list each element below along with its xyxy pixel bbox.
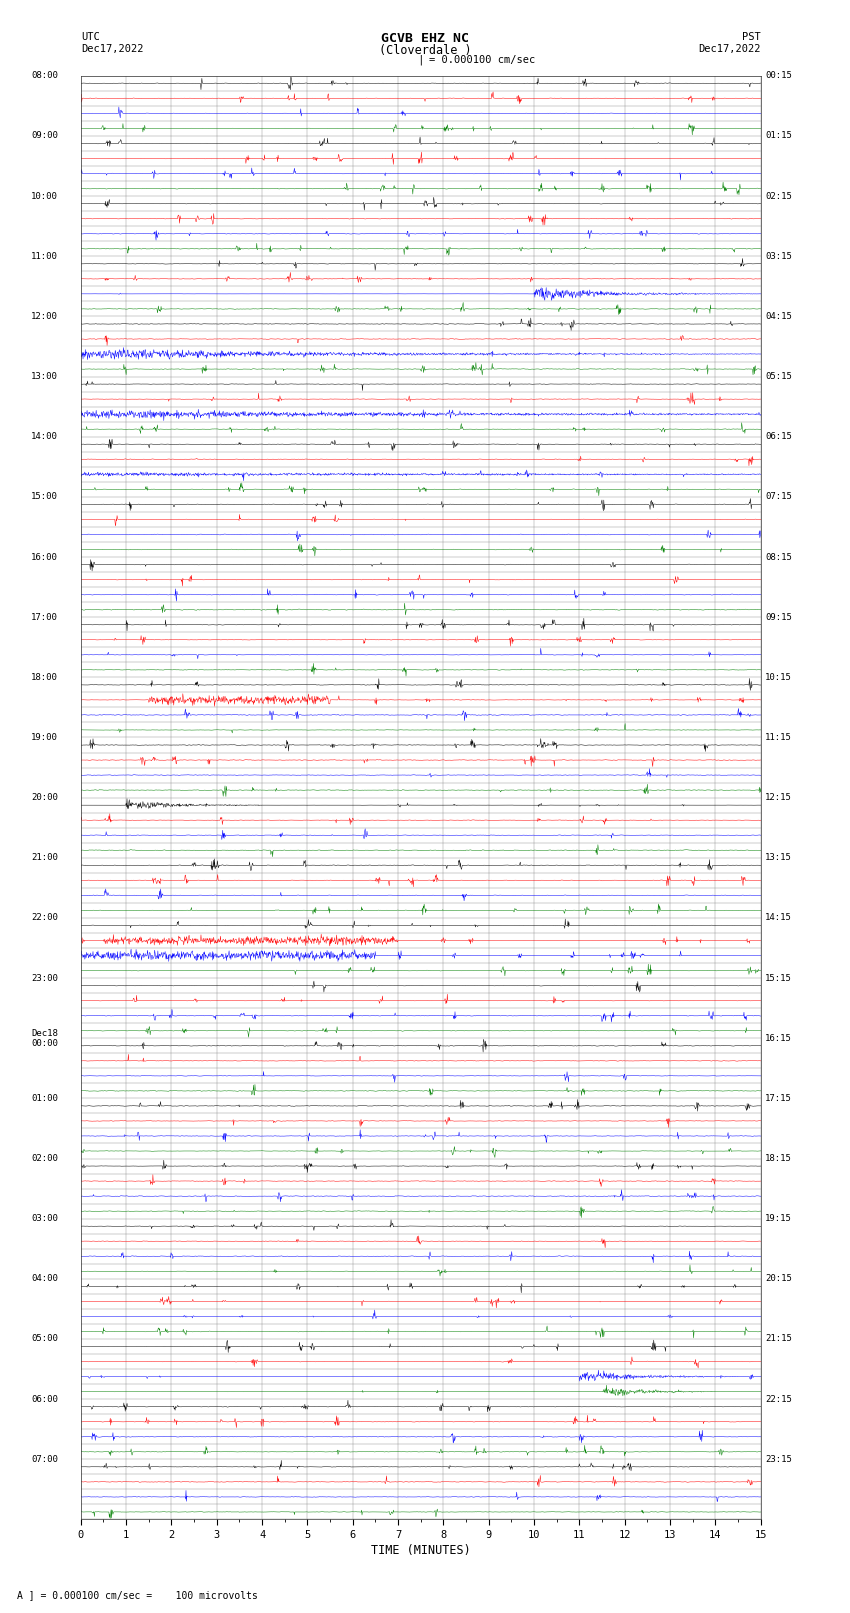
Text: 13:00: 13:00 bbox=[31, 373, 58, 381]
Text: 11:15: 11:15 bbox=[765, 732, 792, 742]
Text: 07:00: 07:00 bbox=[31, 1455, 58, 1463]
Text: 12:00: 12:00 bbox=[31, 311, 58, 321]
Text: 19:00: 19:00 bbox=[31, 732, 58, 742]
Text: 02:15: 02:15 bbox=[765, 192, 792, 200]
Text: = 0.000100 cm/sec: = 0.000100 cm/sec bbox=[429, 55, 536, 65]
Text: 05:15: 05:15 bbox=[765, 373, 792, 381]
Text: 23:15: 23:15 bbox=[765, 1455, 792, 1463]
Text: 16:15: 16:15 bbox=[765, 1034, 792, 1042]
Text: 06:00: 06:00 bbox=[31, 1395, 58, 1403]
Text: GCVB EHZ NC: GCVB EHZ NC bbox=[381, 32, 469, 45]
Text: 09:15: 09:15 bbox=[765, 613, 792, 621]
Text: 15:15: 15:15 bbox=[765, 974, 792, 982]
Text: 07:15: 07:15 bbox=[765, 492, 792, 502]
Text: 05:00: 05:00 bbox=[31, 1334, 58, 1344]
Text: UTC: UTC bbox=[81, 32, 99, 42]
Text: 01:00: 01:00 bbox=[31, 1094, 58, 1103]
Text: 03:15: 03:15 bbox=[765, 252, 792, 261]
Text: 12:15: 12:15 bbox=[765, 794, 792, 802]
Text: 10:00: 10:00 bbox=[31, 192, 58, 200]
Text: 22:15: 22:15 bbox=[765, 1395, 792, 1403]
Text: 17:00: 17:00 bbox=[31, 613, 58, 621]
Text: 03:00: 03:00 bbox=[31, 1215, 58, 1223]
Text: 22:00: 22:00 bbox=[31, 913, 58, 923]
Text: 20:00: 20:00 bbox=[31, 794, 58, 802]
Text: 08:15: 08:15 bbox=[765, 553, 792, 561]
Text: 01:15: 01:15 bbox=[765, 132, 792, 140]
Text: |: | bbox=[417, 55, 424, 66]
Text: 14:00: 14:00 bbox=[31, 432, 58, 442]
Text: 04:15: 04:15 bbox=[765, 311, 792, 321]
Text: 23:00: 23:00 bbox=[31, 974, 58, 982]
Text: 16:00: 16:00 bbox=[31, 553, 58, 561]
Text: 14:15: 14:15 bbox=[765, 913, 792, 923]
Text: PST: PST bbox=[742, 32, 761, 42]
Text: 20:15: 20:15 bbox=[765, 1274, 792, 1284]
Text: 09:00: 09:00 bbox=[31, 132, 58, 140]
Text: 04:00: 04:00 bbox=[31, 1274, 58, 1284]
Text: 21:15: 21:15 bbox=[765, 1334, 792, 1344]
Text: A ] = 0.000100 cm/sec =    100 microvolts: A ] = 0.000100 cm/sec = 100 microvolts bbox=[17, 1590, 258, 1600]
Text: 21:00: 21:00 bbox=[31, 853, 58, 863]
Text: 00:15: 00:15 bbox=[765, 71, 792, 81]
Text: 18:00: 18:00 bbox=[31, 673, 58, 682]
Text: Dec17,2022: Dec17,2022 bbox=[81, 44, 144, 53]
Text: 17:15: 17:15 bbox=[765, 1094, 792, 1103]
Text: 13:15: 13:15 bbox=[765, 853, 792, 863]
Text: 10:15: 10:15 bbox=[765, 673, 792, 682]
Text: 06:15: 06:15 bbox=[765, 432, 792, 442]
Text: 11:00: 11:00 bbox=[31, 252, 58, 261]
Text: 15:00: 15:00 bbox=[31, 492, 58, 502]
Text: 02:00: 02:00 bbox=[31, 1153, 58, 1163]
Text: 19:15: 19:15 bbox=[765, 1215, 792, 1223]
Text: Dec18
00:00: Dec18 00:00 bbox=[31, 1029, 58, 1048]
Text: Dec17,2022: Dec17,2022 bbox=[698, 44, 761, 53]
Text: 08:00: 08:00 bbox=[31, 71, 58, 81]
Text: (Cloverdale ): (Cloverdale ) bbox=[379, 44, 471, 56]
X-axis label: TIME (MINUTES): TIME (MINUTES) bbox=[371, 1544, 471, 1557]
Text: 18:15: 18:15 bbox=[765, 1153, 792, 1163]
